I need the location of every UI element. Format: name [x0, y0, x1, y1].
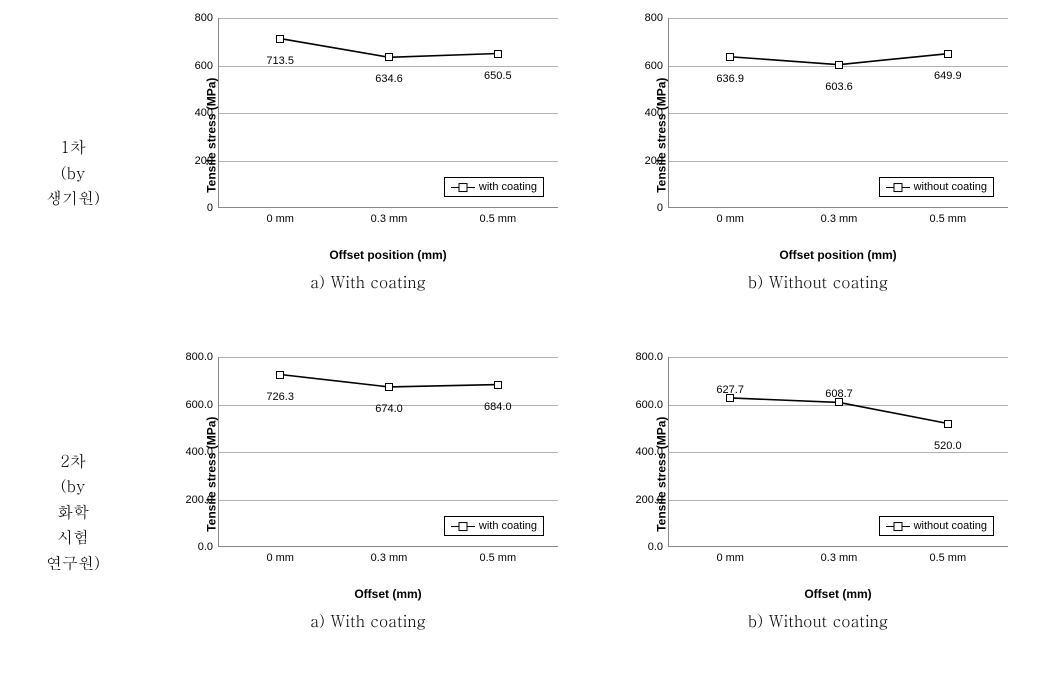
legend-label: with coating [479, 520, 537, 532]
legend-marker-icon [886, 187, 910, 188]
y-tick-label: 0.0 [198, 541, 213, 553]
y-axis-label: Tensile stress (MPa) [205, 417, 219, 532]
x-tick-label: 0.3 mm [371, 213, 408, 225]
x-tick-label: 0 mm [266, 213, 294, 225]
legend-label: without coating [914, 520, 987, 532]
chart-r2c1: Tensile stress (MPa) 0.0200.0400.0600.08… [158, 347, 578, 607]
data-marker [276, 371, 284, 379]
chart-caption: a) With coating [310, 270, 426, 293]
chart-cell-r1c2: Tensile stress (MPa) 0 200 400 600 800 0 mm 0.… [598, 8, 1038, 337]
x-tick-label: 0.5 mm [479, 213, 516, 225]
legend-label: with coating [479, 181, 537, 193]
value-label: 520.0 [934, 440, 962, 452]
x-tick-label: 0 mm [716, 213, 744, 225]
value-label: 636.9 [716, 73, 744, 85]
x-tick-label: 0 mm [716, 552, 744, 564]
y-tick-label: 600 [195, 60, 213, 72]
chart-caption: b) Without coating [748, 270, 888, 293]
value-label: 634.6 [375, 73, 403, 85]
value-label: 627.7 [716, 384, 744, 396]
legend-marker-icon [886, 526, 910, 527]
value-label: 650.5 [484, 70, 512, 82]
chart-caption: a) With coating [310, 609, 426, 632]
y-tick-label: 0 [657, 202, 663, 214]
y-tick-label: 200 [645, 155, 663, 167]
chart-r1c2: Tensile stress (MPa) 0 200 400 600 800 0 mm 0.… [608, 8, 1028, 268]
y-tick-label: 200.0 [635, 494, 663, 506]
data-marker [276, 35, 284, 43]
row-label-2: 2차 (by 화학 시험 연구원) [8, 347, 138, 676]
data-marker [944, 420, 952, 428]
legend-marker-icon [451, 526, 475, 527]
y-tick-label: 800.0 [185, 351, 213, 363]
y-tick-label: 400.0 [635, 446, 663, 458]
value-label: 603.6 [825, 81, 853, 93]
legend: with coating [444, 516, 544, 536]
y-axis-label: Tensile stress (MPa) [205, 78, 219, 193]
y-tick-label: 800 [195, 12, 213, 24]
data-marker [835, 61, 843, 69]
x-axis-label: Offset (mm) [218, 587, 558, 601]
chart-r1c1: Tensile stress (MPa) 0 200 400 600 800 0 mm 0.… [158, 8, 578, 268]
plot-area: 0.0200.0400.0600.0800.00 mm0.3 mm0.5 mm6… [668, 357, 1008, 547]
y-tick-label: 600.0 [185, 399, 213, 411]
y-axis-label: Tensile stress (MPa) [655, 417, 669, 532]
legend: with coating [444, 177, 544, 197]
data-marker [494, 50, 502, 58]
value-label: 684.0 [484, 401, 512, 413]
chart-cell-r2c2: Tensile stress (MPa) 0.0200.0400.0600.08… [598, 347, 1038, 676]
plot-area: 02004006008000 mm0.3 mm0.5 mm636.9603.66… [668, 18, 1008, 208]
x-tick-label: 0.3 mm [821, 213, 858, 225]
legend-marker-icon [451, 187, 475, 188]
plot-area: 02004006008000 mm0.3 mm0.5 mm713.5634.66… [218, 18, 558, 208]
y-tick-label: 400 [645, 107, 663, 119]
y-tick-label: 600 [645, 60, 663, 72]
x-tick-label: 0 mm [266, 552, 294, 564]
y-tick-label: 0.0 [648, 541, 663, 553]
chart-caption: b) Without coating [748, 609, 888, 632]
value-label: 649.9 [934, 70, 962, 82]
y-tick-label: 200 [195, 155, 213, 167]
x-tick-label: 0.3 mm [821, 552, 858, 564]
y-tick-label: 400 [195, 107, 213, 119]
value-label: 608.7 [825, 388, 853, 400]
x-tick-label: 0.5 mm [479, 552, 516, 564]
legend: without coating [879, 516, 994, 536]
data-marker [385, 383, 393, 391]
x-tick-label: 0.3 mm [371, 552, 408, 564]
value-label: 713.5 [266, 55, 294, 67]
y-tick-label: 800.0 [635, 351, 663, 363]
y-tick-label: 400.0 [185, 446, 213, 458]
y-axis-label: Tensile stress (MPa) [655, 78, 669, 193]
y-tick-label: 0 [207, 202, 213, 214]
data-marker [726, 53, 734, 61]
data-marker [385, 53, 393, 61]
y-tick-label: 600.0 [635, 399, 663, 411]
x-axis-label: Offset position (mm) [668, 248, 1008, 262]
x-tick-label: 0.5 mm [929, 213, 966, 225]
y-tick-label: 200.0 [185, 494, 213, 506]
chart-cell-r1c1: Tensile stress (MPa) 0 200 400 600 800 0 mm 0.… [148, 8, 588, 337]
x-axis-label: Offset (mm) [668, 587, 1008, 601]
chart-r2c2: Tensile stress (MPa) 0.0200.0400.0600.08… [608, 347, 1028, 607]
x-tick-label: 0.5 mm [929, 552, 966, 564]
value-label: 726.3 [266, 391, 294, 403]
x-axis-label: Offset position (mm) [218, 248, 558, 262]
charts-grid: 1차 (by 생기원) Tensile stress (MPa) 0 200 400… [8, 8, 1054, 676]
data-marker [944, 50, 952, 58]
legend-label: without coating [914, 181, 987, 193]
data-marker [494, 381, 502, 389]
value-label: 674.0 [375, 403, 403, 415]
chart-cell-r2c1: Tensile stress (MPa) 0.0200.0400.0600.08… [148, 347, 588, 676]
plot-area: 0.0200.0400.0600.0800.00 mm0.3 mm0.5 mm7… [218, 357, 558, 547]
y-tick-label: 800 [645, 12, 663, 24]
legend: without coating [879, 177, 994, 197]
row-label-1: 1차 (by 생기원) [8, 8, 138, 337]
